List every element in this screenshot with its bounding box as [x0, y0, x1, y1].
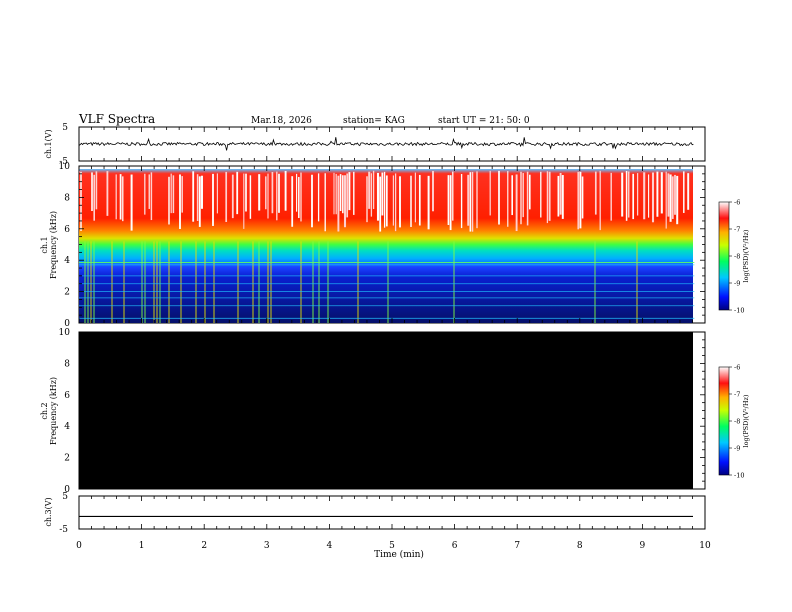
frequency-tick-label: 8: [64, 359, 70, 369]
time-axis-tick-label: 7: [514, 541, 520, 551]
time-axis-tick-label: 0: [76, 541, 82, 551]
time-axis-label: Time (min): [374, 549, 424, 560]
time-axis-tick-label: 9: [640, 541, 646, 551]
frequency-tick-label: 10: [59, 162, 71, 172]
time-axis-tick-label: 5: [389, 541, 395, 551]
ch1-spectrogram-ticks: [78, 165, 706, 324]
frequency-tick-label: 2: [64, 288, 70, 298]
ch1-spectrogram-ylabel-channel: ch.1: [40, 236, 49, 253]
ch2-colorbar-ticks: -6 -7 -8 -9 -10: [729, 364, 744, 480]
frequency-tick-label: 4: [64, 256, 70, 266]
frequency-tick-label: 10: [59, 328, 71, 338]
time-axis-tick-label: 1: [139, 541, 145, 551]
ch2-spectrogram-image: [79, 332, 693, 489]
frequency-tick-label: 2: [64, 454, 70, 464]
ch1-waveform-frame: [78, 126, 706, 162]
ch3-waveform-ticks: [78, 496, 706, 529]
ch3-waveform-panel: 5 -5 ch.3(V): [44, 492, 706, 535]
ch3-ytick-bottom: -5: [59, 525, 68, 535]
ch1-colorbar-ticks: -6 -7 -8 -9 -10: [729, 199, 744, 315]
ch1-waveform-trace: [78, 137, 694, 151]
time-axis-tick-labels: 0 1 2 3 4 5 6 7 8 9 10: [76, 541, 711, 551]
ch3-waveform-ylabel: ch.3(V): [44, 497, 53, 526]
time-axis-tick-label: 2: [201, 541, 207, 551]
time-axis-tick-label: 10: [699, 541, 711, 551]
time-axis-tick-label: 6: [452, 541, 458, 551]
header-station: station= KAG: [343, 116, 405, 126]
frequency-tick-label: 0: [64, 319, 70, 329]
ch2-colorbar: [718, 366, 730, 476]
ch1-spectrogram-panel: 0 2 4 6 8 10 ch.1 Frequency (kHz) -6 -7 -8 -9 -10…: [40, 162, 750, 329]
colorbar-tick-label: -9: [734, 280, 740, 288]
ch1-spectrogram-streaks: [79, 170, 695, 323]
ch1-spectrogram-ytick-labels: 0 2 4 6 8 10: [59, 162, 71, 329]
ch1-ytick-bottom: -5: [59, 157, 68, 167]
ch2-spectrogram-ylabel-channel: ch.2: [40, 402, 49, 419]
frequency-tick-label: 8: [64, 193, 70, 203]
header-start-ut: start UT = 21: 50: 0: [438, 116, 530, 126]
colorbar-tick-label: -7: [734, 226, 740, 234]
colorbar-tick-label: -9: [734, 445, 740, 453]
ch1-waveform-ylabel: ch.1(V): [44, 129, 53, 158]
ch1-waveform-panel: 5 -5 ch.1(V): [44, 123, 706, 167]
ch1-spectrogram-ylabel-frequency: Frequency (kHz): [49, 211, 58, 279]
frequency-tick-label: 6: [64, 225, 70, 235]
colorbar-tick-label: -7: [734, 391, 740, 399]
ch2-colorbar-label: log(PSD)(V²/Hz): [742, 394, 750, 447]
ch2-spectrogram-ylabel-frequency: Frequency (kHz): [49, 377, 58, 445]
ch1-colorbar: [718, 201, 730, 311]
figure-title: VLF Spectra: [78, 112, 155, 126]
frequency-tick-label: 4: [64, 422, 70, 432]
ch1-colorbar-label: log(PSD)(V²/Hz): [742, 229, 750, 282]
time-axis-tick-label: 8: [577, 541, 583, 551]
time-axis-tick-label: 3: [264, 541, 270, 551]
ch3-ytick-top: 5: [62, 492, 68, 502]
colorbar-tick-label: -8: [734, 418, 740, 426]
colorbar-tick-label: -8: [734, 253, 740, 261]
ch2-spectrogram-panel: 0 2 4 6 8 10 ch.2 Frequency (kHz) -6 -7 -8 -9 -10…: [40, 328, 750, 495]
time-axis-tick-label: 4: [327, 541, 333, 551]
colorbar-tick-label: -10: [734, 307, 744, 315]
ch2-spectrogram-ytick-labels: 0 2 4 6 8 10: [59, 328, 71, 495]
ch1-waveform-ticks: [78, 127, 706, 161]
colorbar-tick-label: -6: [734, 199, 740, 207]
frequency-tick-label: 0: [64, 485, 70, 495]
ch1-ytick-top: 5: [62, 123, 68, 133]
header-date: Mar.18, 2026: [251, 116, 312, 126]
colorbar-tick-label: -6: [734, 364, 740, 372]
ch2-spectrogram-ticks: [78, 331, 706, 490]
frequency-tick-label: 6: [64, 391, 70, 401]
ch3-waveform-frame: [78, 495, 706, 530]
colorbar-tick-label: -10: [734, 472, 744, 480]
